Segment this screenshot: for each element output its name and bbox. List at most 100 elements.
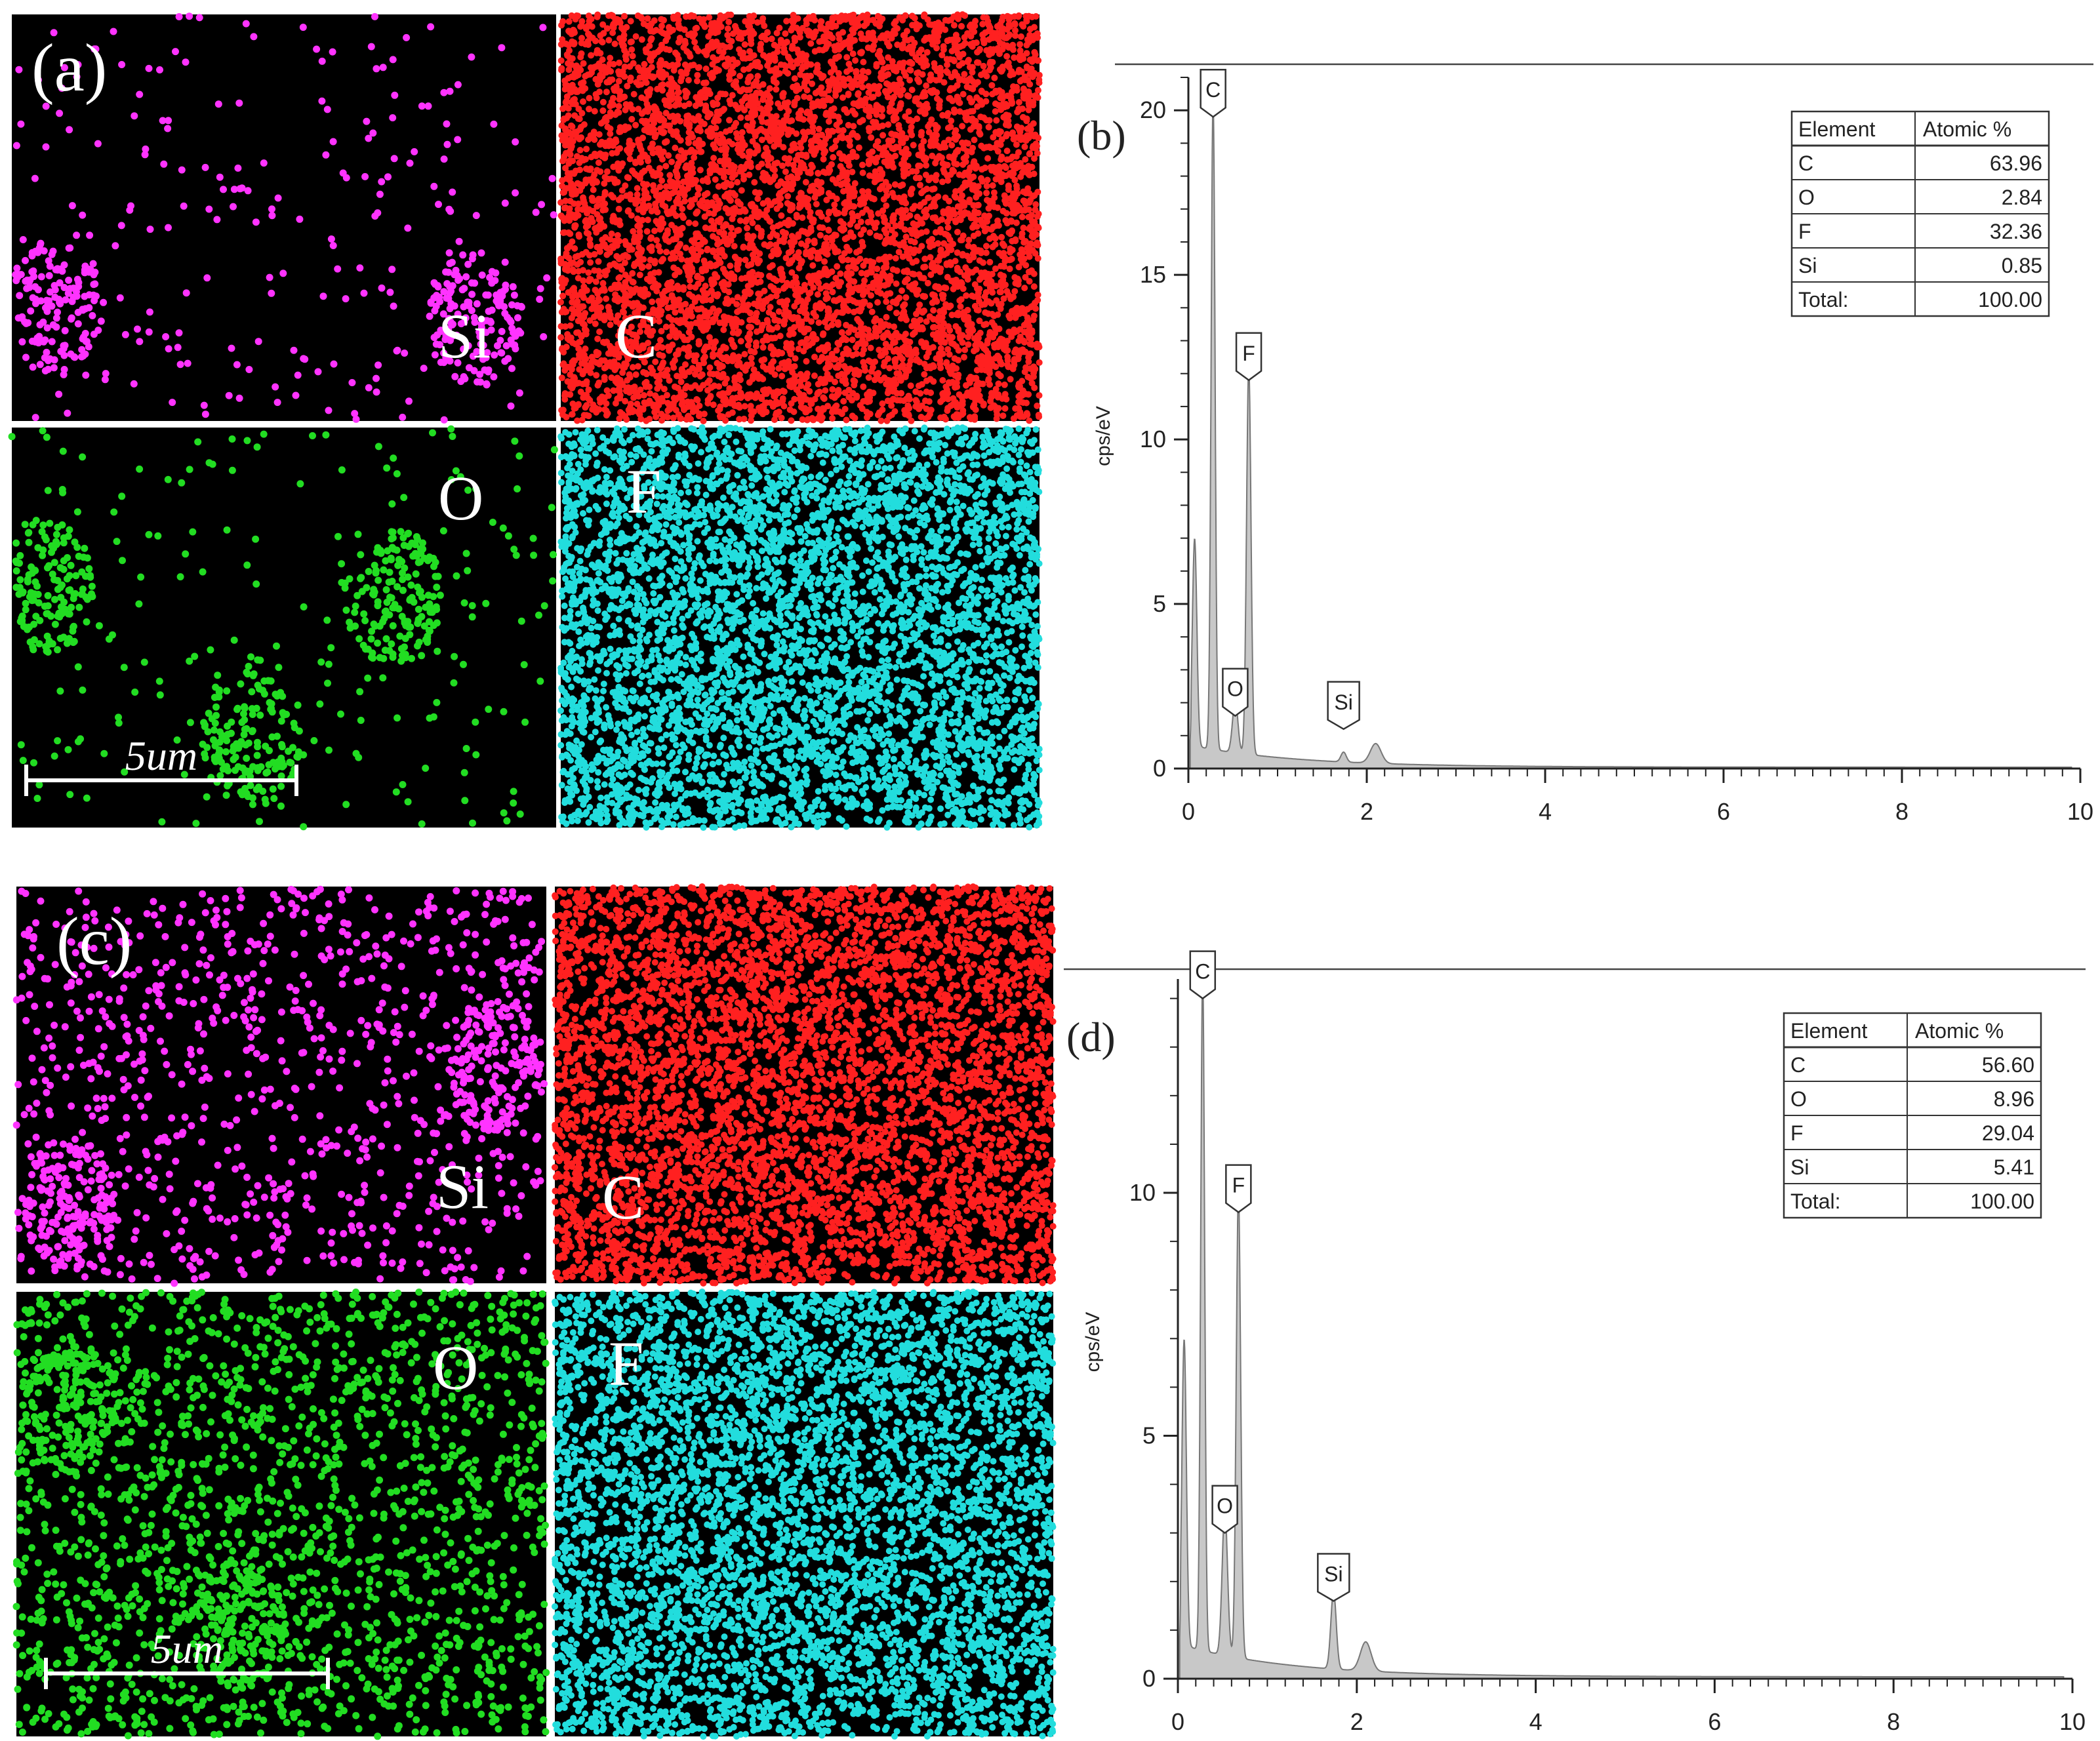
table-cell: F xyxy=(1798,220,1811,243)
table-header: Atomic % xyxy=(1915,1019,2004,1043)
map-element-label: Si xyxy=(438,301,491,371)
scale-bar: 5um xyxy=(24,732,298,796)
table-cell: 2.84 xyxy=(2002,186,2042,209)
map-dots xyxy=(557,424,1043,831)
table-cell: Si xyxy=(1790,1155,1809,1179)
x-tick-label: 8 xyxy=(1895,798,1908,825)
y-tick-label: 10 xyxy=(1129,1179,1156,1206)
x-tick-label: 4 xyxy=(1539,798,1552,825)
spectrum-panel-label: (d) xyxy=(1066,1014,1116,1060)
svg-text:C: C xyxy=(1205,78,1221,102)
spectrum-panel-label: (b) xyxy=(1077,112,1126,159)
map-dots xyxy=(552,883,1057,1287)
map-dots xyxy=(552,1289,1057,1740)
x-tick-label: 10 xyxy=(2067,798,2093,825)
x-tick-label: 2 xyxy=(1360,798,1373,825)
table-cell: 56.60 xyxy=(1982,1053,2034,1077)
table-cell: Si xyxy=(1798,254,1817,277)
y-tick-label: 20 xyxy=(1140,96,1166,123)
map-dots xyxy=(557,11,1043,425)
peak-label-c: C xyxy=(1200,68,1226,118)
x-tick-label: 8 xyxy=(1887,1708,1900,1735)
peak-label-si: Si xyxy=(1317,1553,1350,1602)
x-tick-label: 4 xyxy=(1529,1708,1543,1735)
peak-label-c: C xyxy=(1189,950,1217,1000)
table-header: Element xyxy=(1798,117,1876,141)
map-dots xyxy=(12,885,548,1287)
y-tick-label: 15 xyxy=(1140,261,1166,288)
spectrum-curve xyxy=(1189,98,2072,769)
table-cell: C xyxy=(1790,1053,1806,1077)
table-cell: Total: xyxy=(1798,288,1848,311)
spectrum-curve xyxy=(1179,971,2065,1679)
scale-bar: 5um xyxy=(44,1626,330,1689)
svg-text:F: F xyxy=(1242,342,1255,365)
table-cell: 100.00 xyxy=(1978,288,2042,311)
map-f: F xyxy=(557,424,1043,831)
x-tick-label: 0 xyxy=(1182,798,1195,825)
table-cell: C xyxy=(1798,151,1813,175)
map-element-label: F xyxy=(609,1329,643,1399)
map-element-label: F xyxy=(626,456,661,527)
panel-c-label: (c) xyxy=(56,904,132,979)
x-tick-label: 0 xyxy=(1171,1708,1184,1735)
table-cell: 63.96 xyxy=(1990,151,2042,175)
atomic-percent-table: Element Atomic % C 56.60 O 8.96 F 29.04 Si 5.41 To… xyxy=(1783,1012,2042,1219)
map-dots xyxy=(12,1289,550,1740)
scale-bar-label: 5um xyxy=(125,732,197,779)
peak-label-o: O xyxy=(1211,1485,1238,1534)
map-si: Si xyxy=(12,885,548,1287)
table-header: Atomic % xyxy=(1923,117,2011,141)
panel-a-label: (a) xyxy=(31,30,107,106)
peak-label-f: F xyxy=(1225,1164,1252,1214)
y-axis-label: cps/eV xyxy=(1093,406,1114,466)
table-cell: 32.36 xyxy=(1990,220,2042,243)
y-tick-label: 5 xyxy=(1153,590,1166,617)
x-tick-label: 2 xyxy=(1350,1708,1363,1735)
peak-label-si: Si xyxy=(1327,681,1360,730)
table-cell: O xyxy=(1798,186,1815,209)
table-cell: Total: xyxy=(1790,1190,1840,1213)
map-element-label: O xyxy=(438,463,483,533)
map-f: F xyxy=(552,1289,1057,1740)
map-o: O 5um xyxy=(8,425,558,831)
table-cell: 0.85 xyxy=(2002,254,2042,277)
table-cell: O xyxy=(1790,1087,1807,1111)
table-cell: 100.00 xyxy=(1970,1190,2034,1213)
map-c: C xyxy=(557,11,1043,425)
eds-maps-panel-c: Si C O 5um F xyxy=(12,883,1057,1740)
peak-label-o: O xyxy=(1222,668,1249,717)
peak-label-f: F xyxy=(1235,332,1262,382)
y-tick-label: 10 xyxy=(1140,426,1166,452)
eds-maps-panel-a: Si C O 5um F xyxy=(8,11,1043,831)
atomic-percent-table: Element Atomic % C 63.96 O 2.84 F 32.36 Si 0.85 To… xyxy=(1790,110,2050,317)
map-element-label: C xyxy=(615,301,657,371)
y-tick-label: 5 xyxy=(1142,1422,1156,1449)
y-tick-label: 0 xyxy=(1153,755,1166,782)
svg-text:O: O xyxy=(1217,1494,1233,1518)
svg-text:O: O xyxy=(1227,677,1243,701)
table-header: Element xyxy=(1790,1019,1868,1043)
svg-text:F: F xyxy=(1232,1174,1245,1197)
map-element-label: O xyxy=(433,1332,478,1403)
svg-text:Si: Si xyxy=(1324,1562,1343,1586)
table-cell: F xyxy=(1790,1121,1804,1145)
map-dots xyxy=(8,425,558,831)
map-o: O 5um xyxy=(12,1289,550,1740)
table-cell: 8.96 xyxy=(1994,1087,2034,1111)
svg-text:Si: Si xyxy=(1334,690,1352,714)
x-tick-label: 10 xyxy=(2059,1708,2086,1735)
y-axis-label: cps/eV xyxy=(1082,1312,1104,1372)
x-tick-label: 6 xyxy=(1717,798,1730,825)
map-element-label: Si xyxy=(436,1151,489,1222)
table-cell: 29.04 xyxy=(1982,1121,2034,1145)
scale-bar-label: 5um xyxy=(151,1626,223,1672)
map-si: Si xyxy=(12,12,557,424)
svg-text:C: C xyxy=(1195,960,1210,984)
table-cell: 5.41 xyxy=(1994,1155,2034,1179)
map-element-label: C xyxy=(602,1162,644,1232)
y-tick-label: 0 xyxy=(1142,1665,1156,1692)
